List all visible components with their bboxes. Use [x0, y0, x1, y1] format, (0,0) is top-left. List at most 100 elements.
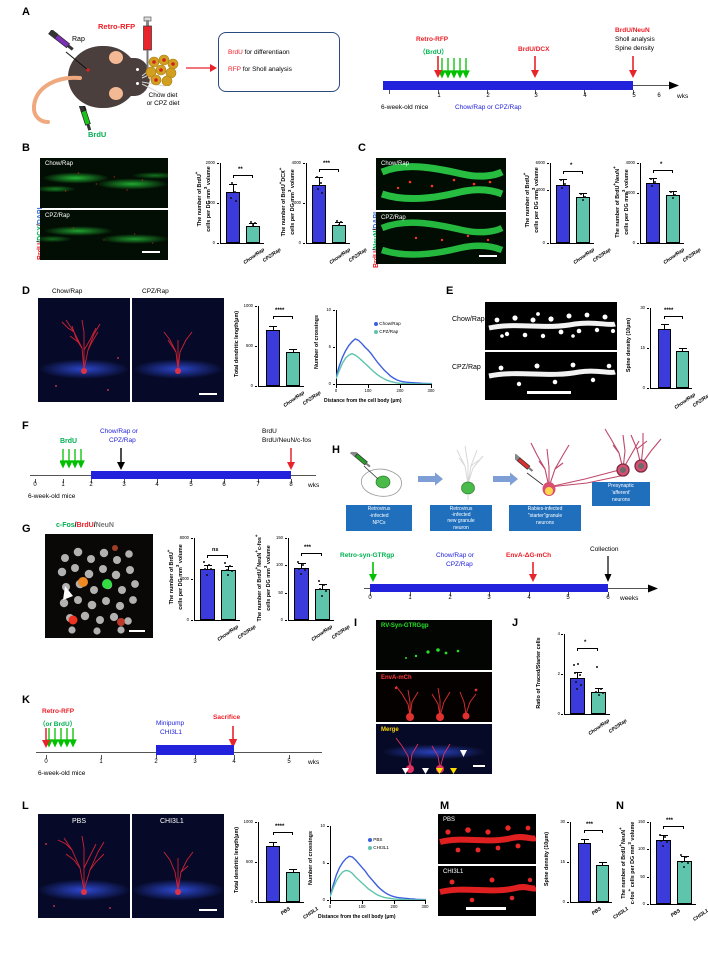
panel-l-sholl-curves	[330, 855, 426, 900]
rap-syringe-icon	[48, 30, 90, 72]
panel-b-chart-brdu: The number of BrdU+ cells per DG mm3 vol…	[188, 155, 282, 266]
yt-n-1: 50	[640, 874, 645, 879]
panel-l-caption-chi3l1: CHI3L1	[160, 818, 184, 825]
tl-h-green-arrow-icon	[369, 562, 377, 582]
xt-g2-1: CPZ/Rap	[330, 624, 352, 641]
panel-h-box-2: Retrovirus -infected new granule neuron	[430, 505, 492, 531]
xt-lsh-2: 200	[390, 904, 398, 909]
tl-h-black-arrow-icon	[604, 556, 612, 582]
yl-c1-a: The number of BrdU	[524, 175, 531, 228]
tl-f-t1: 1	[61, 482, 65, 488]
panel-h-arrow2-icon	[493, 472, 518, 486]
yt-g2-1: 50	[278, 590, 283, 595]
yl-c2-m: NeuN	[614, 168, 621, 183]
tl-a-tick-3: 3	[534, 93, 538, 99]
yt-n-0: 0	[642, 901, 645, 906]
xt-c1-0: Chow/Rap	[572, 247, 596, 266]
yl-m: Spine density (10μm)	[544, 831, 550, 887]
chow-cpz-diet-label: Chow diet or CPZ diet	[135, 92, 191, 108]
yt-c1-2: 6000	[535, 160, 545, 165]
panel-a-timeline: Retro-RFP （BrdU） BrdU/DCX BrdU/NeuN Shol…	[381, 27, 703, 136]
rap-label: Rap	[72, 36, 85, 43]
h-box1-l2: -infected	[369, 513, 389, 519]
xt-g1-0: Chow/Rap	[216, 624, 240, 643]
panel-e-image-cpz-caption: CPZ/Rap	[452, 364, 481, 371]
yt-b2-1: 2000	[291, 200, 301, 205]
h-box3-l2: "starter"granule	[527, 513, 563, 519]
yt-dsh-0: 0	[328, 381, 331, 386]
yl-g2-s2: +	[254, 550, 259, 553]
tl-f-t0: 0	[33, 482, 37, 488]
xt-m-0: PBS	[590, 906, 603, 917]
tl-f-t3: 3	[122, 482, 126, 488]
panel-m-image-chi3l1: CHI3L1	[438, 866, 536, 916]
yt-m-1: 15	[560, 859, 565, 864]
panel-h-box-3: Rabies-infected "starter"granule neurons	[509, 505, 581, 531]
panel-a-schematic: Rap Retro-RFP BrdU	[20, 14, 200, 139]
panel-label-c: C	[358, 142, 366, 154]
yt-d-1: 500	[246, 343, 253, 348]
panel-j-chart-traced-ratio: Ratio of Traced/Starter cells 0 2 4 * Ch…	[530, 626, 628, 737]
panel-i-caption-gfp: RV-Syn-GTRGgp	[381, 623, 429, 629]
xt-c2-0: Chow/Rap	[662, 247, 686, 266]
sig-d: ****	[275, 308, 285, 314]
yt-b1-1: 1000	[205, 200, 215, 205]
yt-j-1: 2	[557, 671, 560, 676]
panel-l-image-pbs: PBS	[38, 814, 130, 918]
sig-m: ***	[586, 822, 594, 828]
h-box2-l4: neuron	[453, 524, 469, 531]
panel-d-sholl-plot: Number of crossings 0 5 10 0 100 200 300…	[312, 300, 436, 410]
tl-f-t6: 6	[222, 482, 226, 488]
tl-h-marker4: Collection	[590, 546, 619, 553]
h-box2-l1: Retrovirus	[449, 506, 473, 512]
brdu-syringe-icon	[78, 106, 92, 131]
tl-h-t3: 3	[487, 595, 491, 601]
tl-a-tick-1: 1	[437, 93, 441, 99]
yl-n-s3: +	[626, 888, 632, 892]
yl-g2-m: NeuN	[256, 552, 263, 567]
tl-a-axis-arrowhead-icon	[669, 81, 679, 90]
xt-lsh-0: 0	[328, 904, 332, 909]
panel-c-image-cpz-caption: CPZ/Rap	[381, 215, 406, 221]
panel-label-i: I	[354, 617, 358, 629]
yl-c2-b: cells per DG mm	[623, 192, 630, 235]
panel-d-scalebar	[199, 393, 217, 395]
tl-k-t1: 1	[99, 759, 103, 765]
tl-k-sacrifice-arrow-icon	[228, 726, 238, 748]
yl-b1-c: volume	[205, 166, 212, 187]
panel-g-chart-brdu: The number of BrdU+ cells per DG mm3 vol…	[160, 530, 257, 643]
tl-f-marker3-l2: BrdU/NeuN/c-fos	[262, 437, 312, 444]
yl-b2-s2: +	[278, 167, 283, 171]
yl-g1-s: +	[166, 549, 171, 553]
sig-g2: ***	[304, 545, 312, 551]
tl-f-t4: 4	[155, 482, 159, 488]
tl-h-t5: 5	[566, 595, 570, 601]
tl-a-treatment-label: Chow/Rap or CPZ/Rap	[455, 104, 522, 111]
tl-k-bottom-label: 6-week-old mice	[38, 770, 86, 777]
xt-n-0: PBS	[669, 908, 682, 919]
readout-brdu-label: BrdU	[228, 49, 243, 56]
panel-m-scalebar	[466, 907, 506, 910]
tl-a-marker3-l3: Spine density	[615, 45, 655, 52]
panel-e-image-chow-caption: Chow/Rap	[452, 316, 485, 323]
lg-d-0: Chow/Rap	[379, 321, 401, 326]
tl-a-marker1-l2: （BrdU）	[419, 49, 448, 56]
yt-lsh-1: 5	[322, 860, 325, 865]
yl-c1-b: cells per DG mm	[533, 190, 540, 233]
panel-b-image-chow-caption: Chow/Rap	[45, 161, 74, 167]
tl-a-unit: wks	[677, 93, 689, 100]
panel-e-image-chow	[485, 302, 617, 350]
tl-k-minipump-bar	[156, 745, 234, 755]
yt-b2-0: 0	[298, 240, 301, 245]
panel-c-chart-brdu-neun: The number of BrdU+NeuN+ cells per DG mm…	[606, 155, 702, 266]
panel-label-l: L	[22, 800, 29, 812]
panel-i-image-gfp: RV-Syn-GTRGgp	[376, 620, 492, 670]
lg-l-0: PBS	[373, 837, 383, 842]
yl-j: Ratio of Traced/Starter cells	[536, 637, 542, 709]
tl-f-bottom-label: 6-week-old mice	[28, 493, 76, 500]
panel-b-image-chow: Chow/Rap	[40, 158, 168, 208]
readout-brdu-rest: for differentiaon	[242, 49, 290, 56]
sig-b1: **	[238, 167, 243, 173]
panel-i-image-mch: EnvA-mCh	[376, 672, 492, 722]
